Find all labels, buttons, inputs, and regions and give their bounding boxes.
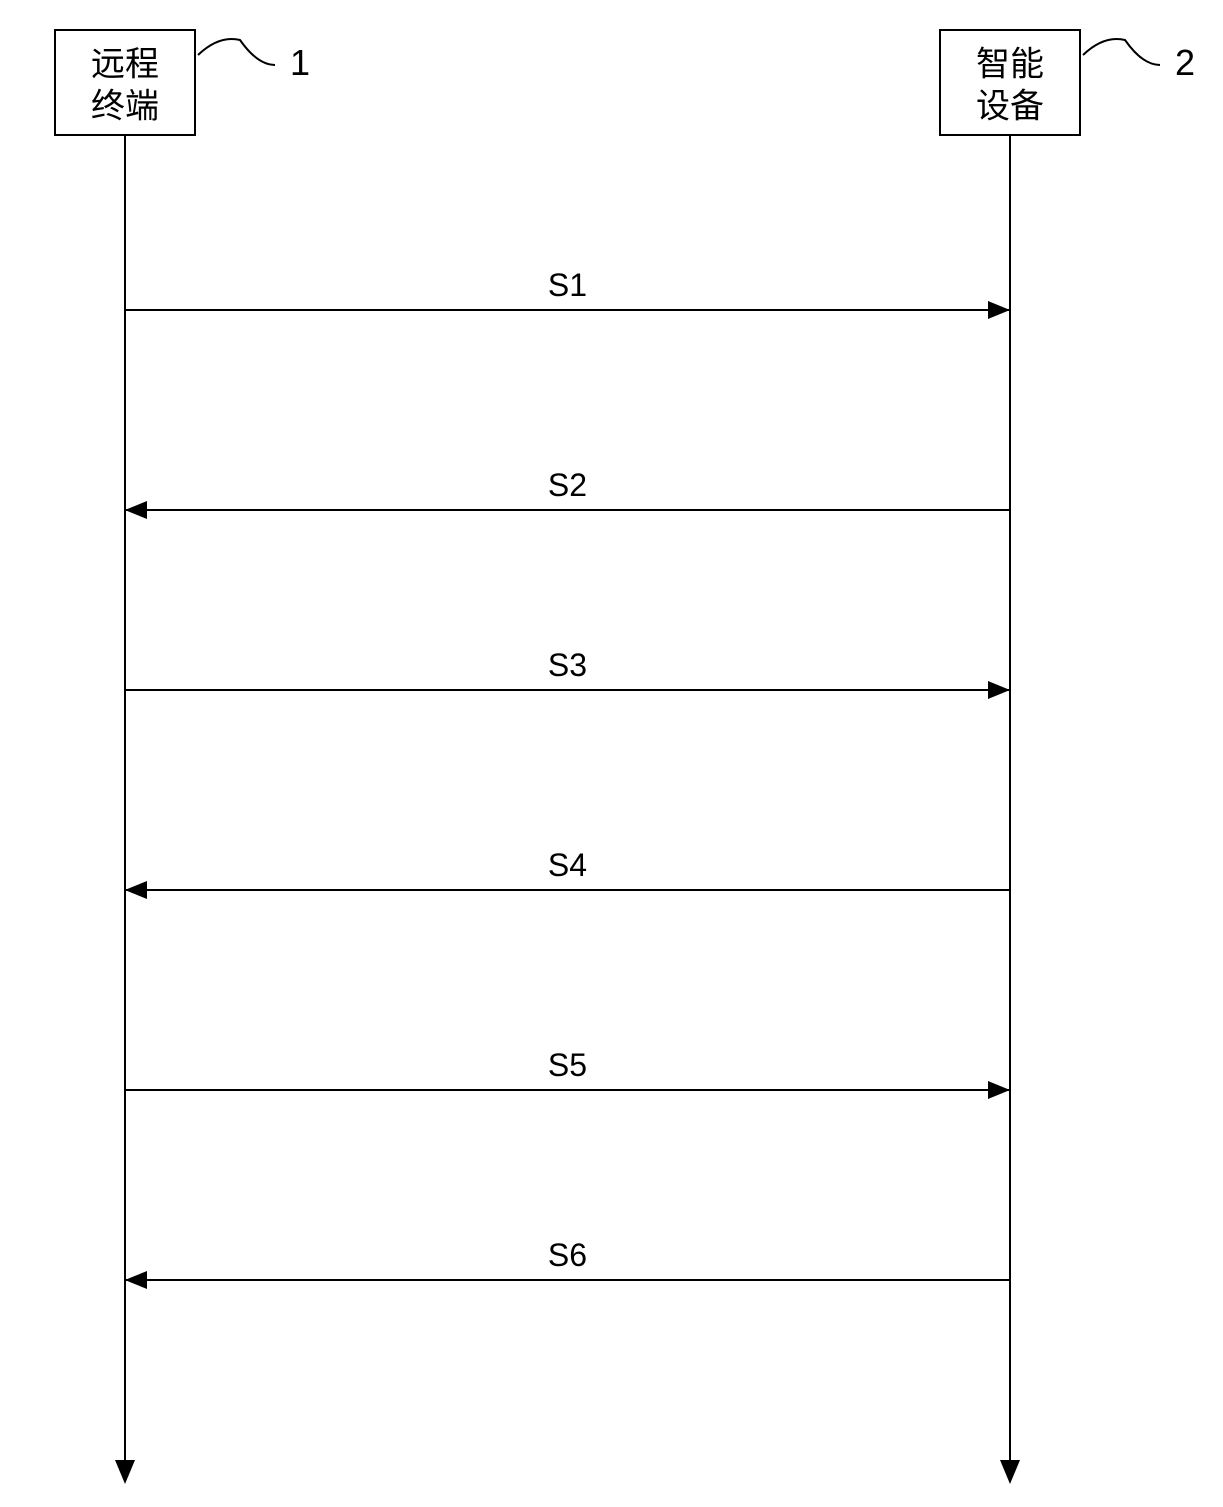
message-label-S6: S6: [548, 1237, 587, 1273]
message-label-S3: S3: [548, 647, 587, 683]
message-label-S4: S4: [548, 847, 587, 883]
message-label-S2: S2: [548, 467, 587, 503]
participant-number-left: 1: [290, 42, 310, 83]
message-label-S1: S1: [548, 267, 587, 303]
participant-label-right-line2: 设备: [976, 88, 1044, 126]
participant-number-right: 2: [1175, 42, 1195, 83]
message-label-S5: S5: [548, 1047, 587, 1083]
sequence-diagram: 远程终端 1 智能设备 2 S1 S2 S3 S4 S5 S6: [0, 0, 1223, 1507]
participant-label-right-line1: 智能: [976, 46, 1044, 84]
participant-label-left-line2: 终端: [91, 88, 159, 126]
participant-label-left-line1: 远程: [91, 47, 159, 84]
